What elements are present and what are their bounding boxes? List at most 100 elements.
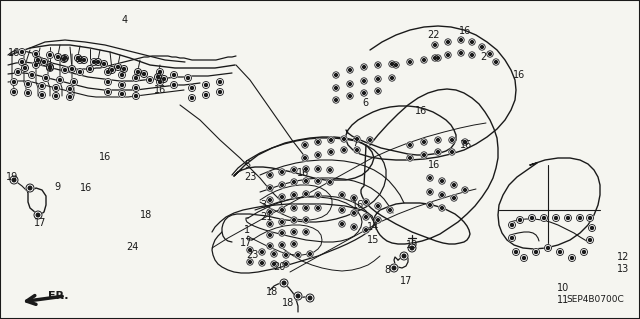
Circle shape <box>77 56 79 60</box>
Circle shape <box>17 70 19 73</box>
Circle shape <box>56 77 63 84</box>
Circle shape <box>495 61 497 63</box>
Circle shape <box>280 184 284 186</box>
Circle shape <box>330 138 332 141</box>
Circle shape <box>42 61 45 63</box>
Circle shape <box>189 94 195 101</box>
Circle shape <box>463 141 467 144</box>
Circle shape <box>462 187 468 193</box>
Circle shape <box>470 54 474 56</box>
Circle shape <box>375 217 381 223</box>
Circle shape <box>267 243 273 249</box>
Circle shape <box>305 207 307 209</box>
Circle shape <box>458 50 464 56</box>
Text: 16: 16 <box>428 160 440 170</box>
Circle shape <box>408 144 412 146</box>
Circle shape <box>529 214 536 221</box>
Circle shape <box>173 84 175 86</box>
Circle shape <box>342 149 346 152</box>
Circle shape <box>143 72 145 76</box>
Circle shape <box>279 194 285 200</box>
Circle shape <box>267 172 273 178</box>
Circle shape <box>170 81 177 88</box>
Circle shape <box>47 51 54 58</box>
Circle shape <box>10 88 17 95</box>
Circle shape <box>534 250 538 254</box>
Circle shape <box>68 95 72 99</box>
Circle shape <box>315 139 321 145</box>
Circle shape <box>305 180 307 182</box>
Circle shape <box>440 207 444 209</box>
Circle shape <box>375 76 381 82</box>
Circle shape <box>451 182 457 188</box>
Circle shape <box>279 207 285 213</box>
Circle shape <box>205 84 207 86</box>
Circle shape <box>186 77 189 79</box>
Circle shape <box>70 78 77 85</box>
Circle shape <box>347 81 353 87</box>
Circle shape <box>292 231 296 234</box>
Circle shape <box>157 78 163 85</box>
Circle shape <box>295 252 301 258</box>
Circle shape <box>557 249 563 256</box>
Circle shape <box>247 259 253 265</box>
Text: 16: 16 <box>154 85 166 95</box>
Circle shape <box>566 217 570 219</box>
Text: 10: 10 <box>557 283 569 293</box>
Circle shape <box>38 92 45 99</box>
Circle shape <box>61 55 68 62</box>
Circle shape <box>317 154 319 156</box>
Circle shape <box>439 178 445 184</box>
Circle shape <box>395 63 397 66</box>
Circle shape <box>97 61 99 63</box>
Circle shape <box>296 254 300 256</box>
Circle shape <box>353 226 355 228</box>
Text: 18: 18 <box>266 287 278 297</box>
Circle shape <box>106 80 109 84</box>
Circle shape <box>589 225 595 232</box>
Circle shape <box>570 256 573 259</box>
Circle shape <box>248 249 252 251</box>
Circle shape <box>269 174 271 176</box>
Circle shape <box>291 229 297 235</box>
Circle shape <box>427 189 433 195</box>
Circle shape <box>305 193 307 196</box>
Circle shape <box>26 92 29 94</box>
Circle shape <box>40 85 44 87</box>
Circle shape <box>354 136 360 142</box>
Circle shape <box>267 221 273 227</box>
Circle shape <box>361 90 367 96</box>
Circle shape <box>303 144 307 146</box>
Circle shape <box>436 138 440 141</box>
Circle shape <box>389 61 396 67</box>
Circle shape <box>341 147 347 153</box>
Circle shape <box>26 184 34 192</box>
Circle shape <box>170 71 177 78</box>
Circle shape <box>422 154 426 156</box>
Circle shape <box>410 246 414 250</box>
Circle shape <box>279 182 285 188</box>
Text: 15: 15 <box>367 235 380 245</box>
Circle shape <box>458 37 464 43</box>
Circle shape <box>315 178 321 184</box>
Circle shape <box>269 211 271 213</box>
Circle shape <box>136 70 140 73</box>
Circle shape <box>58 78 61 81</box>
Circle shape <box>451 151 453 153</box>
Circle shape <box>285 263 287 265</box>
Circle shape <box>47 64 54 71</box>
Circle shape <box>267 185 273 191</box>
Circle shape <box>463 189 467 191</box>
Circle shape <box>267 197 273 203</box>
Circle shape <box>40 58 47 65</box>
Circle shape <box>13 91 15 93</box>
Circle shape <box>367 137 373 143</box>
Circle shape <box>302 155 308 161</box>
Circle shape <box>452 197 456 199</box>
Circle shape <box>269 234 271 236</box>
Circle shape <box>308 296 312 300</box>
Circle shape <box>451 195 457 201</box>
Circle shape <box>582 250 586 254</box>
Circle shape <box>341 136 347 142</box>
Circle shape <box>280 244 284 246</box>
